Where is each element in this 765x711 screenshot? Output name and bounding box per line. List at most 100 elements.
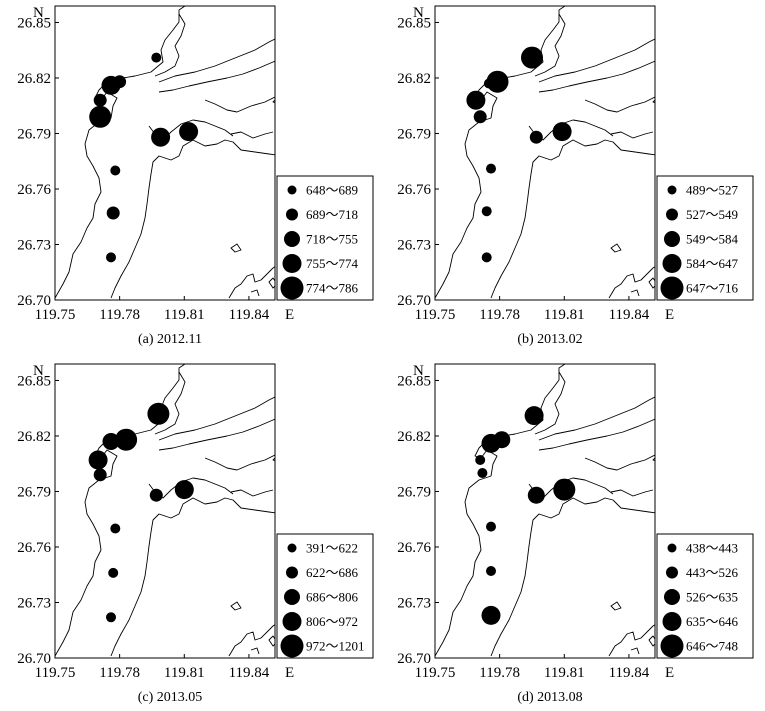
y-tick-label: 26.85 <box>397 373 431 389</box>
y-tick-label: 26.76 <box>397 540 431 556</box>
y-tick-label: 26.73 <box>17 237 51 253</box>
station-marker <box>106 252 116 263</box>
station-marker <box>93 93 107 107</box>
y-tick-label: 26.73 <box>17 595 51 611</box>
coastline <box>435 364 655 657</box>
legend-symbol <box>284 589 300 605</box>
station-marker <box>477 468 488 478</box>
legend-label: 718～755 <box>306 232 358 247</box>
legend-symbol <box>286 566 298 579</box>
legend-symbol <box>666 208 678 221</box>
y-tick-label: 26.79 <box>17 484 51 500</box>
station-marker <box>481 605 501 625</box>
legend-label: 549～584 <box>686 232 739 247</box>
legend-label: 438～443 <box>686 541 738 556</box>
y-tick-label: 26.79 <box>397 484 431 500</box>
station-marker <box>149 488 163 502</box>
x-tick-label: 119.81 <box>164 665 205 681</box>
map-frame <box>54 5 276 301</box>
legend-label: 646～748 <box>686 639 738 654</box>
station-marker <box>481 206 492 217</box>
legend-symbol <box>660 276 684 300</box>
map-frame <box>434 363 656 659</box>
panel-caption: (a) 2012.11 <box>138 332 202 347</box>
station-marker <box>110 523 121 534</box>
legend-symbol <box>282 612 302 631</box>
station-marker <box>473 110 487 124</box>
y-tick-label: 26.76 <box>397 182 431 198</box>
legend-symbol <box>662 612 682 631</box>
x-tick-label: 119.75 <box>35 665 76 681</box>
x-tick-label: 119.75 <box>415 307 456 323</box>
station-marker <box>527 486 545 504</box>
station-marker <box>552 122 572 142</box>
legend-symbol <box>667 185 677 195</box>
legend-label: 755～774 <box>306 256 359 271</box>
legend-label: 648～689 <box>306 183 358 198</box>
y-tick-label: 26.85 <box>397 15 431 31</box>
station-marker <box>174 480 194 500</box>
coastline <box>435 6 655 299</box>
legend-symbol <box>662 254 682 273</box>
station-marker <box>475 455 486 465</box>
x-tick-label: 119.78 <box>99 665 140 681</box>
station-marker <box>147 402 170 425</box>
north-label: N <box>413 5 424 21</box>
x-tick-label: 119.75 <box>35 307 76 323</box>
station-marker <box>110 165 121 176</box>
east-label: E <box>285 307 294 323</box>
north-label: N <box>33 5 44 21</box>
legend-symbol <box>666 566 678 579</box>
station-marker <box>102 433 120 450</box>
legend-label: 647～716 <box>686 281 739 296</box>
station-marker <box>108 567 119 578</box>
panel-caption: (b) 2013.02 <box>517 332 582 347</box>
y-tick-label: 26.79 <box>397 126 431 142</box>
y-tick-label: 26.82 <box>397 429 431 445</box>
map-frame <box>54 363 276 659</box>
legend-label: 527～549 <box>686 207 738 222</box>
legend-label: 635～646 <box>686 614 739 629</box>
panel-caption: (c) 2013.05 <box>138 690 203 705</box>
x-tick-label: 119.84 <box>609 307 650 323</box>
legend-symbol <box>282 254 302 273</box>
y-tick-label: 26.82 <box>397 71 431 87</box>
legend-symbol <box>667 543 677 553</box>
legend-label: 686～806 <box>306 590 359 605</box>
legend-symbol <box>287 543 297 553</box>
station-marker <box>93 468 107 482</box>
north-label: N <box>413 363 424 379</box>
legend-label: 972～1201 <box>306 639 365 654</box>
legend-label: 689～718 <box>306 207 358 222</box>
y-tick-label: 26.82 <box>17 71 51 87</box>
legend-symbol <box>286 208 298 221</box>
station-marker <box>101 75 121 95</box>
station-marker <box>179 122 199 142</box>
legend-label: 489～527 <box>686 183 739 198</box>
x-tick-label: 119.84 <box>229 307 270 323</box>
x-tick-label: 119.84 <box>229 665 270 681</box>
station-marker <box>115 428 138 451</box>
legend-symbol <box>284 231 300 247</box>
map-frame <box>434 5 656 301</box>
coastline <box>55 364 275 657</box>
station-marker <box>486 521 496 532</box>
legend-label: 443～526 <box>686 565 739 580</box>
station-marker <box>529 130 543 144</box>
y-tick-label: 26.82 <box>17 429 51 445</box>
station-marker <box>151 127 171 147</box>
station-marker <box>151 52 162 63</box>
station-marker <box>481 433 501 453</box>
station-marker <box>486 163 496 174</box>
y-tick-label: 26.70 <box>17 293 51 309</box>
north-label: N <box>33 363 44 379</box>
legend-label: 526～635 <box>686 590 738 605</box>
y-tick-label: 26.85 <box>17 373 51 389</box>
legend-symbol <box>664 231 680 247</box>
legend-symbol <box>664 589 680 605</box>
